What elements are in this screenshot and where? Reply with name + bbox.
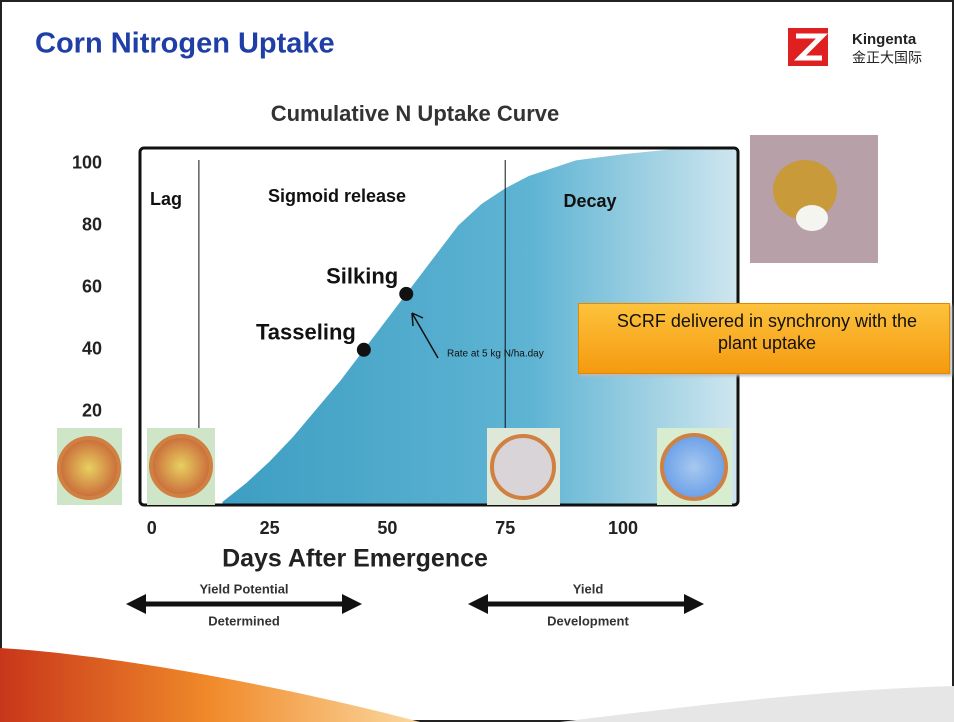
decor-swoosh (0, 648, 420, 722)
granules (57, 428, 732, 505)
range-label: Yield (573, 581, 604, 596)
logo-name: Kingenta (852, 31, 917, 48)
phase-label: Sigmoid release (268, 186, 406, 206)
x-tick-label: 100 (608, 518, 638, 538)
stage-label: Tasseling (256, 320, 356, 345)
x-tick-label: 25 (260, 518, 280, 538)
x-tick-label: 75 (495, 518, 515, 538)
logo-subname: 金正大国际 (852, 50, 922, 66)
range-label: Yield Potential (199, 581, 288, 596)
phase-label: Decay (563, 191, 616, 211)
decor-swoosh (560, 686, 954, 722)
stage-point (399, 286, 414, 301)
x-tick-label: 0 (147, 518, 157, 538)
logo: Kingenta 金正大国际 (788, 28, 922, 66)
y-tick-label: 40 (82, 339, 102, 359)
y-tick-label: 80 (82, 214, 102, 234)
annotation-arrow (411, 312, 439, 359)
x-tick-label: 50 (377, 518, 397, 538)
callout: SCRF delivered in synchrony with the pla… (578, 303, 950, 374)
area (222, 148, 739, 505)
photo (750, 135, 878, 263)
range-arrows (126, 594, 704, 614)
range-label: Development (547, 613, 629, 628)
y-tick-label: 100 (72, 152, 102, 172)
stage-point (356, 342, 371, 357)
y-tick-label: 20 (82, 401, 102, 421)
y-tick-label: 60 (82, 276, 102, 296)
stage-label: Silking (326, 264, 398, 289)
chart-title: Cumulative N Uptake Curve (271, 101, 560, 126)
slide-title: Corn Nitrogen Uptake (35, 28, 335, 60)
phase-label: Lag (150, 189, 182, 209)
x-axis-label: Days After Emergence (222, 545, 488, 573)
range-label: Determined (208, 613, 280, 628)
annotation: Rate at 5 kg N/ha.day (447, 349, 544, 360)
